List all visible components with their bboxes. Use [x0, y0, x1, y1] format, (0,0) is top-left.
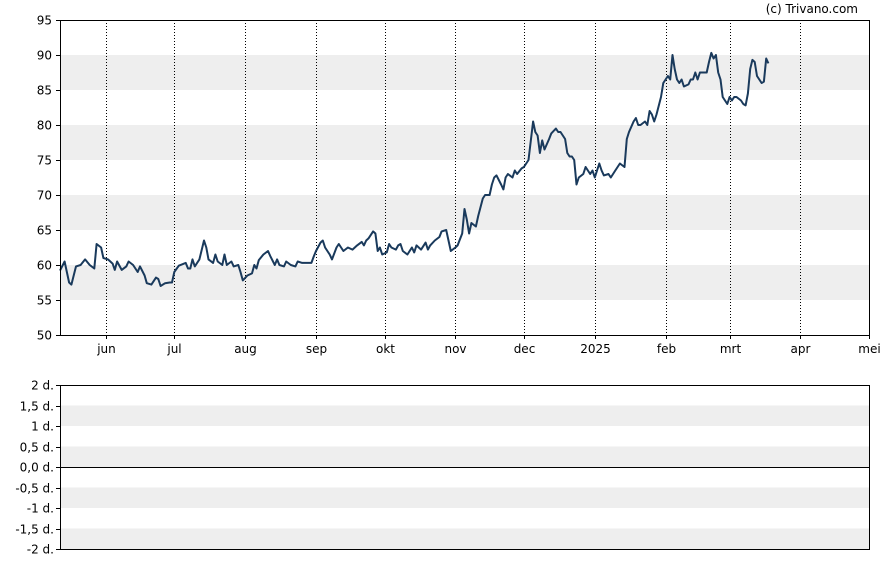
y-tick-label: 90: [37, 49, 52, 63]
sub-y-tick-label: -1,5 d.: [15, 523, 54, 537]
x-tick-label: mrt: [720, 342, 742, 356]
y-tick-label: 65: [37, 224, 52, 238]
y-tick-label: 70: [37, 189, 52, 203]
sub-y-tick-label: -0,5 d.: [15, 482, 54, 496]
main-chart-y-ticks: 50 55 60 65 70 75 80 85 90 95: [37, 14, 60, 343]
copyright-label: (c) Trivano.com: [766, 2, 858, 16]
sub-y-tick-label: 1 d.: [31, 420, 54, 434]
sub-y-tick-label: 0,5 d.: [20, 441, 54, 455]
y-tick-label: 85: [37, 84, 52, 98]
sub-y-tick-label: 0,0 d.: [20, 461, 54, 475]
y-tick-label: 95: [37, 14, 52, 28]
x-tick-label: feb: [657, 342, 676, 356]
sub-y-tick-label: 1,5 d.: [20, 400, 54, 414]
sub-chart-y-ticks: -2 d. -1,5 d. -1 d. -0,5 d. 0,0 d. 0,5 d. 1 d.…: [15, 379, 60, 557]
x-tick-label: dec: [514, 342, 536, 356]
sub-chart-bands: [60, 405, 869, 549]
main-band: [60, 265, 869, 300]
x-tick-label: okt: [376, 342, 395, 356]
sub-y-tick-label: 2 d.: [31, 379, 54, 393]
main-chart-frame: [60, 20, 870, 336]
sub-y-tick-label: -2 d.: [27, 543, 54, 557]
main-chart-series: [59, 51, 770, 287]
x-tick-label: sep: [306, 342, 327, 356]
y-tick-label: 55: [37, 294, 52, 308]
price-line: [59, 51, 770, 287]
y-tick-label: 50: [37, 329, 52, 343]
x-tick-label: 2025: [580, 342, 611, 356]
sub-band: [60, 487, 869, 508]
sub-y-tick-label: -1 d.: [27, 502, 54, 516]
x-tick-label: apr: [791, 342, 811, 356]
main-band: [60, 55, 869, 90]
sub-band: [60, 528, 869, 549]
y-tick-label: 60: [37, 259, 52, 273]
sub-chart-frame: [60, 385, 870, 550]
x-tick-label: nov: [444, 342, 466, 356]
x-tick-label: jul: [166, 342, 181, 356]
x-tick-label: mei: [858, 342, 880, 356]
sub-band: [60, 446, 869, 467]
main-band: [60, 125, 869, 160]
x-tick-label: jun: [96, 342, 116, 356]
sub-band: [60, 405, 869, 426]
x-tick-label: aug: [234, 342, 257, 356]
main-chart-x-ticks: jun jul aug sep okt nov dec 2025 feb mrt apr mei: [96, 335, 881, 356]
y-tick-label: 80: [37, 119, 52, 133]
y-tick-label: 75: [37, 154, 52, 168]
